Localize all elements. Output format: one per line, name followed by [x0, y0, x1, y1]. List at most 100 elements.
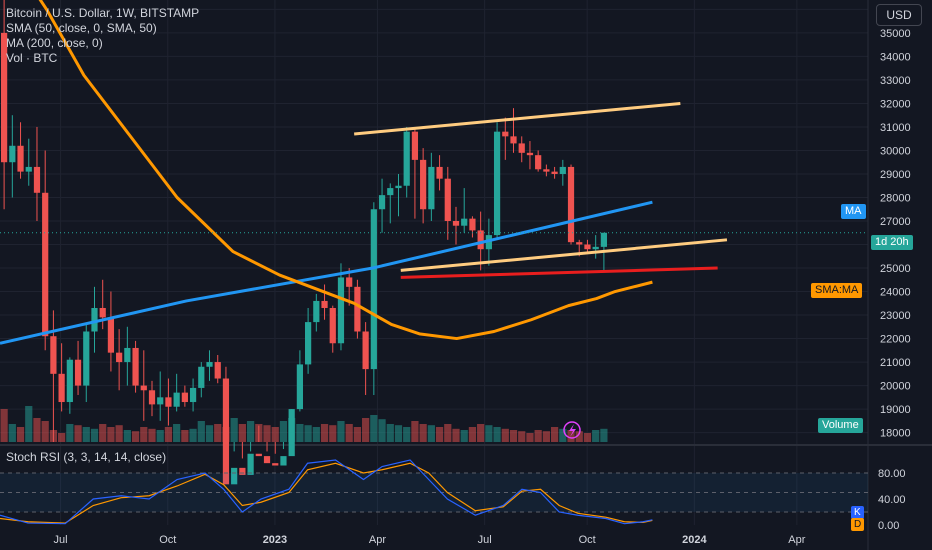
volume-bar	[485, 425, 493, 442]
candle-body	[25, 166, 32, 172]
candle-body	[66, 359, 73, 403]
volume-bar	[592, 430, 600, 442]
ma-price-tag: MA	[841, 204, 866, 219]
y-tick-label: 29000	[880, 169, 911, 181]
volume-bar	[353, 427, 362, 442]
volume-bar	[378, 419, 386, 442]
volume-bar	[296, 424, 304, 442]
candle-body	[346, 277, 353, 287]
x-tick-label: Oct	[159, 534, 176, 546]
volume-bar	[600, 428, 608, 442]
y-tick-label: 25000	[880, 263, 911, 275]
volume-bar	[173, 424, 181, 442]
candle-body	[477, 230, 484, 250]
volume-bar	[99, 424, 107, 442]
volume-bar	[263, 425, 271, 442]
volume-bar	[403, 427, 411, 442]
candle-body	[222, 378, 230, 485]
y-tick-label: 22000	[880, 334, 911, 346]
candle-body	[354, 286, 361, 332]
stoch-rsi-legend[interactable]: Stoch RSI (3, 3, 14, 14, close)	[6, 450, 167, 464]
y-tick-label: 20000	[880, 381, 911, 393]
candle-body	[157, 397, 164, 405]
candle-body	[321, 300, 328, 308]
volume-bar	[82, 427, 90, 442]
candle-body	[280, 456, 287, 466]
sma-legend[interactable]: SMA (50, close, 0, SMA, 50)	[6, 21, 157, 35]
candle-body	[329, 307, 336, 344]
volume-bar	[271, 427, 279, 442]
volume-bar	[575, 431, 583, 442]
stoch-tick-label: 80.00	[878, 468, 906, 480]
y-tick-label: 21000	[880, 357, 911, 369]
candle-body	[559, 166, 566, 174]
candle-body	[469, 218, 476, 231]
y-tick-label: 18000	[880, 428, 911, 440]
volume-bar	[304, 425, 312, 442]
candle-body	[42, 192, 49, 337]
stoch-k-line	[0, 459, 653, 525]
x-tick-label: Apr	[788, 534, 805, 546]
volume-bar	[33, 418, 41, 442]
candle-body	[502, 131, 509, 137]
sma-ma-tag: SMA:MA	[811, 283, 863, 298]
chart-title: Bitcoin / U.S. Dollar, 1W, BITSTAMP	[6, 6, 200, 20]
volume-bar	[419, 424, 427, 442]
stoch-k-tag: K	[851, 506, 864, 519]
volume-bar	[509, 430, 518, 442]
candle-body	[592, 246, 599, 250]
candle-body	[1, 32, 8, 163]
volume-bar	[542, 431, 550, 442]
x-tick-label: Apr	[369, 534, 386, 546]
candle-body	[247, 453, 254, 475]
stoch-tick-label: 40.00	[878, 494, 906, 506]
volume-bar	[140, 427, 148, 442]
sma50-line	[38, 0, 653, 341]
volume-legend[interactable]: Vol · BTC	[6, 51, 58, 65]
candle-body	[116, 352, 123, 363]
candle-body	[567, 166, 575, 243]
volume-bar	[0, 409, 8, 442]
volume-bar	[8, 424, 16, 442]
ma-legend[interactable]: MA (200, close, 0)	[6, 36, 103, 50]
candle-body	[600, 232, 607, 247]
candle-body	[198, 366, 205, 388]
candle-body	[411, 131, 419, 160]
volume-tag: Volume	[818, 418, 863, 433]
candle-body	[148, 390, 156, 405]
volume-bar	[66, 424, 74, 442]
candle-body	[313, 300, 320, 323]
x-tick-label: 2024	[682, 534, 707, 546]
volume-bar	[394, 425, 403, 442]
volume-bar	[123, 430, 131, 442]
y-tick-label: 19000	[880, 404, 911, 416]
volume-bar	[329, 425, 337, 442]
volume-bar	[567, 430, 575, 442]
volume-bar	[477, 424, 485, 442]
candle-body	[428, 166, 435, 210]
stoch-d-line	[0, 462, 653, 524]
candle-body	[74, 359, 82, 386]
volume-bar	[107, 427, 115, 442]
currency-button[interactable]: USD	[876, 4, 922, 26]
volume-bar	[534, 430, 542, 442]
volume-bar	[74, 425, 82, 442]
volume-bar	[337, 421, 345, 442]
volume-bar	[238, 424, 246, 442]
volume-bar	[90, 428, 99, 442]
candle-body	[444, 178, 451, 221]
candle-body	[436, 166, 443, 179]
volume-bar	[279, 421, 288, 442]
candle-body	[526, 152, 534, 156]
candle-body	[370, 209, 377, 370]
candle-body	[206, 362, 213, 367]
candle-body	[518, 143, 525, 153]
y-tick-label: 35000	[880, 28, 911, 40]
candle-body	[535, 155, 542, 170]
candle-body	[91, 307, 98, 332]
candle-body	[214, 362, 221, 379]
y-tick-label: 28000	[880, 192, 911, 204]
candle-body	[395, 185, 402, 189]
candle-body	[132, 347, 139, 386]
